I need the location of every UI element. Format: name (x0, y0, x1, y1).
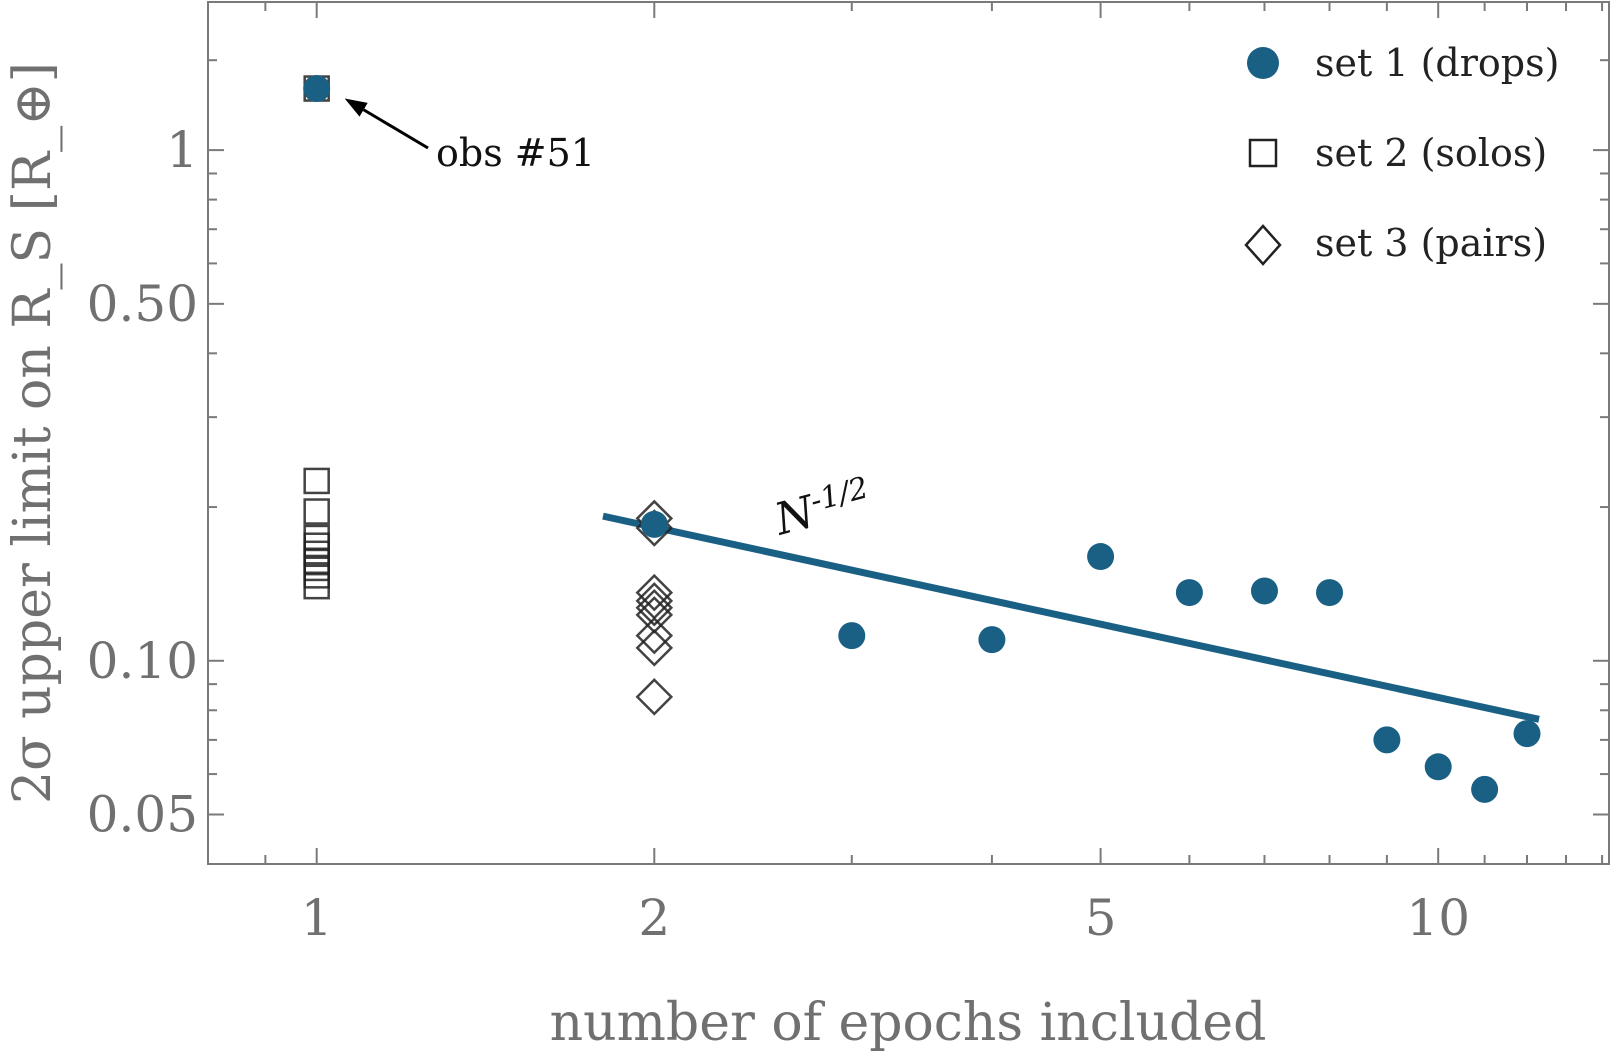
point-set-1 (1087, 543, 1115, 571)
legend-marker-set-3 (1244, 224, 1282, 266)
x-tick-label: 1 (301, 889, 333, 947)
legend-marker-set-2 (1248, 138, 1278, 168)
x-tick-labels: 1 2 5 10 (301, 889, 1470, 947)
point-set-2 (303, 532, 330, 559)
point-set-1 (640, 510, 668, 538)
point-set-2 (303, 524, 330, 552)
annotation-arrow-head (344, 98, 368, 117)
x-axis-label: number of epochs included (550, 993, 1267, 1053)
point-set-1 (1471, 775, 1499, 803)
point-set-3 (635, 678, 674, 716)
x-axis-ticks (264, 2, 1604, 864)
legend-marker-set-1 (1247, 47, 1279, 79)
point-set-2 (303, 467, 330, 495)
point-set-2 (303, 572, 330, 600)
fit-line-label-exponent: -1/2 (807, 470, 872, 519)
series-set-2-solos (303, 75, 330, 600)
point-set-1 (1250, 577, 1278, 605)
y-axis-label: 2σ upper limit on R_S [R_⊕] (3, 62, 63, 804)
plot-frame (207, 1, 1610, 865)
x-tick-label: 5 (1085, 889, 1117, 947)
point-set-1 (1424, 753, 1452, 781)
legend: set 1 (drops) set 2 (solos) set 3 (pairs… (1244, 41, 1559, 266)
y-tick-label: 1 (166, 121, 198, 179)
point-set-1 (1316, 579, 1344, 607)
y-tick-labels: 0.05 0.10 0.50 1 (87, 121, 198, 843)
y-axis-ticks (208, 59, 1609, 816)
x-tick-label: 2 (638, 889, 670, 947)
annotation-text: obs #51 (436, 131, 595, 175)
point-set-3 (635, 589, 674, 627)
fit-line-label: N-1/2 (768, 470, 876, 546)
point-set-1 (838, 622, 866, 650)
y-tick-label: 0.10 (87, 632, 198, 690)
point-set-2 (303, 498, 330, 525)
point-set-1 (1175, 579, 1203, 607)
point-set-3 (635, 616, 674, 655)
series-set-1-drops (303, 75, 1541, 803)
y-tick-label: 0.50 (87, 275, 198, 333)
point-set-1 (978, 626, 1006, 654)
legend-label-set-2: set 2 (solos) (1315, 131, 1547, 175)
point-set-2 (303, 547, 330, 574)
point-set-1 (1513, 720, 1541, 748)
x-tick-label: 10 (1406, 889, 1470, 947)
point-set-3 (635, 573, 674, 612)
point-set-1 (303, 75, 331, 103)
annotation-obs-51: obs #51 (344, 98, 595, 175)
fit-line (602, 512, 1540, 723)
y-tick-label: 0.05 (87, 786, 198, 844)
annotation-arrow (362, 108, 429, 150)
point-set-2 (303, 554, 330, 582)
legend-label-set-3: set 3 (pairs) (1315, 221, 1547, 265)
point-set-1 (1373, 726, 1401, 754)
legend-label-set-1: set 1 (drops) (1315, 41, 1559, 85)
point-set-3 (635, 629, 674, 667)
